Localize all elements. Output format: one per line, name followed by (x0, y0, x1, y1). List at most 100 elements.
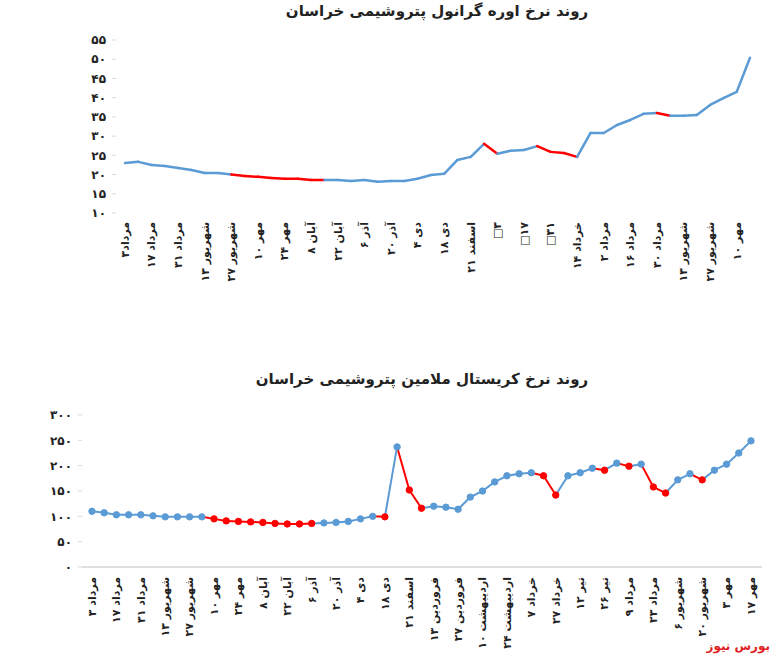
point-marker (479, 488, 485, 494)
line-segment (218, 173, 231, 175)
line-segment (697, 105, 710, 115)
line-segment (604, 125, 617, 133)
y-tick (112, 136, 116, 137)
x-tick-label: ۲۲ آبان (280, 577, 294, 616)
x-tick-label: ۲۴ مهر (232, 577, 245, 615)
point-marker (748, 438, 754, 444)
line-segment (630, 114, 643, 120)
line-segment (311, 179, 324, 182)
y-tick-label: ۱۵ (91, 187, 106, 201)
x-tick-label: ۱۸ دی (379, 577, 392, 610)
x-tick-label: ۱۳ شهریور (199, 222, 212, 282)
line-segment (258, 177, 271, 178)
y-tick (112, 213, 116, 214)
line-segment (191, 170, 204, 173)
point-marker (150, 513, 156, 519)
line-segment (152, 165, 165, 166)
point-marker (431, 503, 437, 509)
line-segment (590, 132, 603, 135)
line-segment (657, 113, 670, 116)
point-marker (211, 516, 217, 522)
line-segment (497, 151, 510, 154)
x-tick-label: ۱۰ اردیبهشت (476, 577, 489, 649)
line-segment (524, 146, 537, 150)
x-tick-label: ۲۷ خرداد (550, 577, 563, 624)
x-tick-label: ۷ خرداد (525, 577, 538, 617)
x-tick-label: ۱۰ مهر (731, 222, 744, 260)
line-segment (670, 114, 683, 117)
y-tick (112, 116, 116, 117)
x-tick-label: ۱۴ خرداد (571, 222, 584, 269)
point-marker (284, 521, 290, 527)
x-tick-label: ۶ آذر (305, 577, 319, 604)
chart-title: روند نرخ اوره گرانول پتروشیمی خراسان (286, 2, 588, 21)
x-tick-label: ۳ مهر (720, 577, 733, 608)
line-segment (271, 177, 284, 180)
point-marker (199, 514, 205, 520)
point-marker (443, 504, 449, 510)
y-tick (78, 491, 82, 492)
y-tick (78, 516, 82, 517)
y-tick (112, 174, 116, 175)
x-tick-label: ۲۴ مهر (278, 222, 291, 260)
line-segment (245, 175, 258, 178)
y-tick (78, 567, 82, 568)
x-tick-label: ۲ مرداد (598, 222, 611, 261)
x-tick-label: ۱۳ شهریور (159, 577, 172, 637)
line-segment (138, 162, 151, 165)
point-marker (321, 520, 327, 526)
x-tick-label: ۱۲ تیر (574, 577, 587, 610)
line-segment (641, 464, 653, 487)
point-marker (687, 471, 693, 477)
chart-canvas: روند نرخ اوره گرانول پتروشیمی خراسان ۱۰ ۱۵… (0, 0, 775, 656)
x-tick-label: ۲۶ تیر (598, 577, 611, 610)
x-tick-label: ۲۰ آذر (329, 577, 343, 610)
x-tick-label: ۶ آذر (357, 222, 371, 249)
line-segment (378, 180, 391, 183)
y-tick-label: ۴۰ (91, 91, 106, 105)
x-tick-label: ۱۶ مرداد (624, 222, 637, 268)
point-marker (675, 477, 681, 483)
point-marker (101, 510, 107, 516)
point-marker (223, 518, 229, 524)
point-marker (138, 512, 144, 518)
y-tick-label: ۲۰۰ (50, 459, 72, 473)
y-tick (78, 465, 82, 466)
y-tick (78, 440, 82, 441)
line-segment (551, 152, 564, 153)
point-marker (662, 490, 668, 496)
line-segment (537, 146, 550, 152)
line-segment (385, 447, 397, 517)
x-tick-label: ۲۷ شهریور (225, 222, 238, 282)
point-marker (455, 506, 461, 512)
line-segment (391, 180, 404, 183)
plot-area (89, 438, 754, 527)
y-tick-label: ۵۵ (91, 33, 106, 47)
line-segment (404, 179, 417, 181)
line-segment (165, 166, 178, 168)
point-marker (699, 477, 705, 483)
point-marker (272, 520, 278, 526)
x-tick-label: ۲۰ شهریور (696, 577, 709, 637)
x-tick-label: ۱۰ مهر (252, 222, 265, 260)
y-tick-label: ۱۰ (91, 206, 106, 220)
line-segment (125, 162, 138, 163)
line-segment (723, 92, 736, 98)
line-segment (178, 168, 191, 170)
point-marker (369, 513, 375, 519)
y-tick-label: ۱۰۰ (50, 510, 72, 524)
point-marker (125, 512, 131, 518)
x-tick-label: □۳ (491, 222, 504, 239)
x-tick-label: ۲۷ شهریور (183, 577, 196, 637)
x-tick-label: ۲۷ فروردین (452, 577, 465, 641)
line-segment (484, 144, 497, 154)
point-marker (565, 473, 571, 479)
chart-1: روند نرخ کریستال ملامین پتروشیمی خراسان۰… (50, 370, 770, 654)
y-tick (112, 78, 116, 79)
point-marker (345, 518, 351, 524)
point-marker (638, 461, 644, 467)
line-segment (324, 179, 337, 182)
y-tick (112, 155, 116, 156)
x-tick-label: ۹ مرداد (623, 577, 636, 616)
x-tick-label: ۲۱ اسفند (465, 222, 478, 273)
